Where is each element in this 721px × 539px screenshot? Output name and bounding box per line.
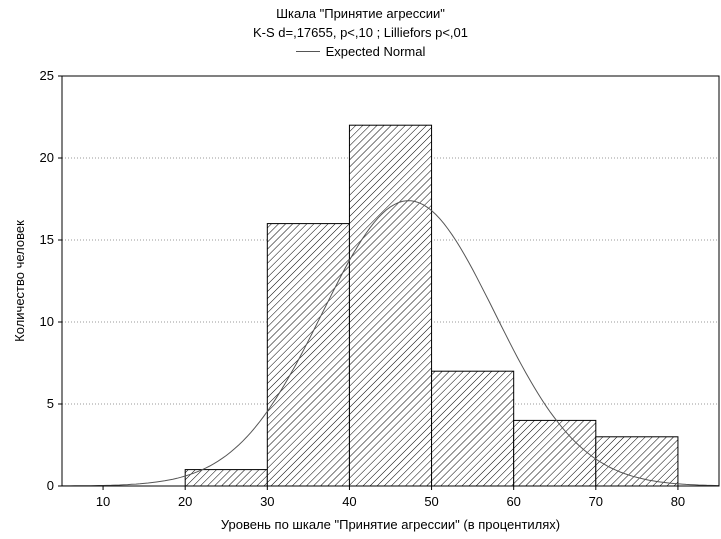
x-tick-label: 10 <box>96 494 110 509</box>
legend-entry: Expected Normal <box>325 44 426 59</box>
histogram-bar <box>266 223 350 487</box>
x-tick-label: 40 <box>342 494 356 509</box>
histogram-bar <box>513 419 597 487</box>
y-axis-label: Количество человек <box>12 220 27 342</box>
legend-line-swatch <box>295 51 320 52</box>
axis-ticks: 10 20 30 40 50 60 70 80 0 5 10 15 20 25 <box>40 68 686 509</box>
x-tick-label: 70 <box>589 494 603 509</box>
y-tick-label: 20 <box>40 150 54 165</box>
x-tick-label: 50 <box>424 494 438 509</box>
histogram-bars <box>184 124 679 487</box>
expected-normal-curve <box>62 200 720 487</box>
chart-subtitle: K-S d=,17655, p<,10 ; Lilliefors p<,01 <box>252 25 468 40</box>
histogram-bar <box>348 124 433 487</box>
x-tick-label: 80 <box>671 494 685 509</box>
y-tick-label: 15 <box>40 232 54 247</box>
histogram-bar <box>431 370 515 487</box>
x-tick-label: 20 <box>178 494 192 509</box>
x-tick-label: 30 <box>260 494 274 509</box>
histogram-bar <box>595 436 679 487</box>
chart-header: Шкала "Принятие агрессии" K-S d=,17655, … <box>0 4 721 61</box>
y-tick-label: 5 <box>47 396 54 411</box>
x-axis-label: Уровень по шкале "Принятие агрессии" (в … <box>221 517 560 532</box>
y-tick-label: 25 <box>40 68 54 83</box>
y-tick-label: 0 <box>47 478 54 493</box>
chart-title: Шкала "Принятие агрессии" <box>276 6 445 21</box>
y-tick-label: 10 <box>40 314 54 329</box>
x-tick-label: 60 <box>506 494 520 509</box>
plot-frame <box>61 75 720 487</box>
chart-legend: Expected Normal <box>0 42 721 61</box>
